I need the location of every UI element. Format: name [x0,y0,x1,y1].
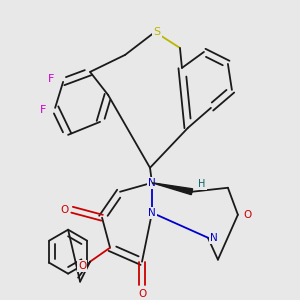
Text: N: N [210,233,218,243]
Text: O: O [244,210,252,220]
Text: N: N [148,208,156,218]
Text: O: O [138,289,146,298]
Text: F: F [40,105,46,115]
Text: O: O [60,205,68,215]
Text: N: N [148,178,156,188]
Text: O: O [78,261,86,271]
Text: F: F [48,74,54,84]
Text: H: H [198,179,206,189]
Polygon shape [152,183,193,195]
Text: S: S [153,27,161,37]
